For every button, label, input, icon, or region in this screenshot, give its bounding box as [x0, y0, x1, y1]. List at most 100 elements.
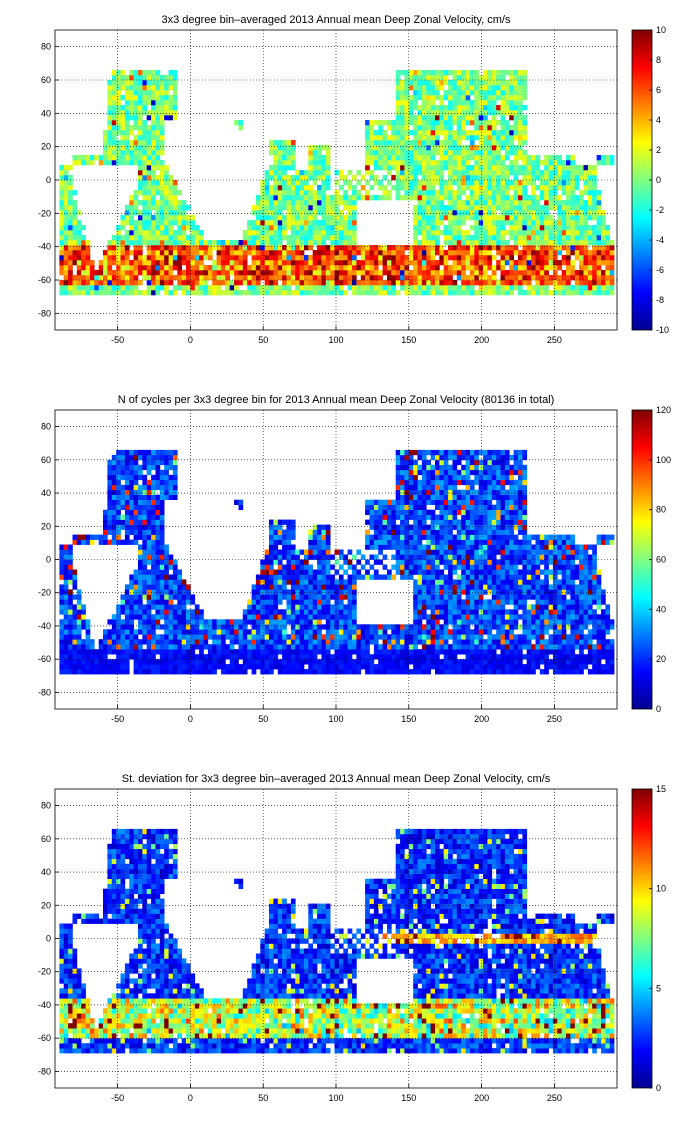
- heatmap-cell: [273, 529, 279, 535]
- heatmap-cell: [129, 140, 134, 146]
- heatmap-cell: [496, 165, 501, 171]
- heatmap-cell: [413, 230, 418, 236]
- heatmap-cell: [439, 80, 445, 86]
- heatmap-cell: [369, 120, 375, 126]
- heatmap-cell: [124, 210, 130, 216]
- heatmap-cell: [391, 285, 396, 291]
- heatmap-cell: [151, 524, 156, 530]
- heatmap-cell: [474, 210, 479, 216]
- heatmap-cell: [194, 654, 200, 660]
- heatmap-cell: [552, 195, 558, 201]
- heatmap-cell: [522, 200, 528, 206]
- heatmap-cell: [531, 155, 536, 161]
- heatmap-cell: [491, 140, 497, 146]
- heatmap-cell: [63, 220, 69, 226]
- heatmap-cell: [352, 275, 357, 281]
- heatmap-cell: [404, 155, 410, 161]
- heatmap-cell: [151, 155, 156, 161]
- heatmap-cell: [138, 454, 143, 461]
- heatmap-cell: [312, 225, 318, 231]
- heatmap-cell: [321, 524, 327, 530]
- heatmap-cell: [146, 200, 152, 206]
- heatmap-cell: [164, 180, 169, 186]
- heatmap-cell: [159, 459, 165, 466]
- heatmap-cell: [68, 549, 73, 555]
- heatmap-cell: [552, 260, 558, 266]
- heatmap-cell: [124, 474, 130, 481]
- heatmap-cell: [129, 90, 134, 96]
- heatmap-cell: [400, 145, 405, 151]
- heatmap-cell: [138, 210, 143, 216]
- heatmap-cell: [260, 664, 265, 670]
- heatmap-cell: [142, 175, 148, 181]
- heatmap-cell: [474, 265, 479, 271]
- heatmap-cell: [513, 280, 519, 286]
- heatmap-cell: [159, 120, 165, 126]
- heatmap-cell: [269, 654, 274, 660]
- heatmap-cell: [334, 195, 340, 201]
- heatmap-cell: [312, 544, 318, 550]
- heatmap-cell: [469, 100, 475, 106]
- heatmap-cell: [142, 125, 148, 131]
- heatmap-cell: [63, 255, 69, 261]
- heatmap-cell: [474, 135, 479, 141]
- heatmap-cell: [378, 290, 383, 296]
- heatmap-cell: [155, 275, 161, 281]
- heatmap-cell: [155, 479, 161, 486]
- heatmap-cell: [465, 265, 471, 271]
- heatmap-cell: [238, 240, 244, 246]
- heatmap-cell: [548, 245, 554, 251]
- heatmap-cell: [452, 210, 458, 216]
- heatmap-cell: [155, 220, 161, 226]
- heatmap-cell: [347, 225, 353, 231]
- heatmap-cell: [518, 75, 523, 81]
- heatmap-cell: [212, 270, 217, 276]
- heatmap-cell: [286, 554, 292, 560]
- heatmap-cell: [504, 275, 510, 281]
- heatmap-cell: [290, 584, 296, 590]
- heatmap-cell: [317, 524, 322, 530]
- heatmap-cell: [413, 130, 418, 136]
- heatmap-cell: [68, 654, 73, 660]
- heatmap-cell: [273, 150, 279, 156]
- heatmap-cell: [146, 290, 152, 296]
- heatmap-cell: [111, 85, 117, 91]
- heatmap-cell: [404, 160, 410, 166]
- heatmap-cell: [103, 644, 108, 650]
- heatmap-cell: [151, 280, 156, 286]
- heatmap-cell: [413, 125, 418, 131]
- heatmap-cell: [430, 180, 436, 186]
- heatmap-cell: [312, 260, 318, 266]
- heatmap-cell: [504, 175, 510, 181]
- heatmap-cell: [352, 210, 357, 216]
- heatmap-cell: [159, 105, 165, 111]
- heatmap-cell: [68, 200, 73, 206]
- heatmap-cell: [255, 260, 261, 266]
- heatmap-cell: [404, 190, 410, 196]
- heatmap-cell: [304, 569, 309, 575]
- heatmap-cell: [304, 599, 309, 605]
- heatmap-cell: [469, 120, 475, 126]
- heatmap-cell: [295, 604, 300, 610]
- heatmap-cell: [124, 100, 130, 106]
- heatmap-cell: [159, 225, 165, 231]
- heatmap-cell: [264, 669, 270, 675]
- heatmap-cell: [491, 80, 497, 86]
- heatmap-cell: [566, 225, 571, 231]
- heatmap-cell: [190, 275, 196, 281]
- heatmap-cell: [321, 664, 327, 670]
- heatmap-cell: [435, 125, 440, 131]
- heatmap-cell: [225, 245, 230, 251]
- heatmap-cell: [282, 200, 287, 206]
- heatmap-cell: [216, 240, 222, 246]
- heatmap-cell: [76, 604, 82, 610]
- heatmap-cell: [391, 130, 396, 136]
- heatmap-cell: [63, 619, 69, 625]
- heatmap-cell: [168, 230, 174, 236]
- heatmap-cell: [290, 549, 296, 555]
- heatmap-cell: [290, 165, 296, 171]
- heatmap-cell: [133, 230, 139, 236]
- heatmap-cell: [242, 619, 248, 625]
- heatmap-cell: [68, 579, 73, 585]
- heatmap-cell: [496, 135, 501, 141]
